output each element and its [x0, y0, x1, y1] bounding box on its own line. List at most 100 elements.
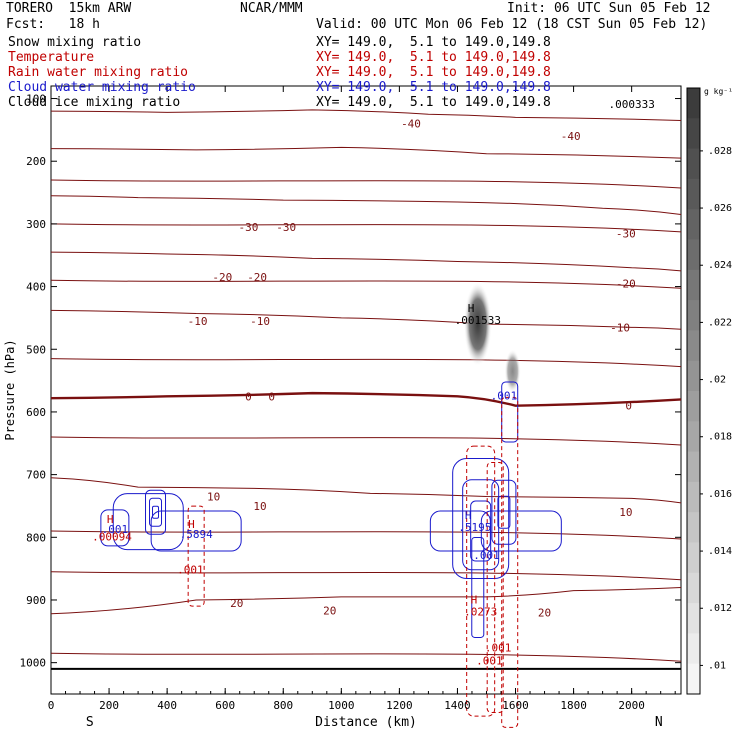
cloud-water-contour [149, 497, 163, 527]
temperature-contour [50, 477, 682, 504]
y-tick-label: 200 [26, 155, 46, 168]
field-label-cloud-water: Cloud water mixing ratio [8, 80, 196, 95]
colorbar-segment [687, 209, 700, 240]
forecast-hour: Fcst: 18 h [6, 17, 100, 32]
colorbar-segment [687, 391, 700, 422]
org-name: NCAR/MMM [240, 1, 303, 16]
maximum-value: .0273 [464, 606, 497, 619]
x-tick-label: 1400 [444, 699, 471, 712]
y-tick-label: 400 [26, 281, 46, 294]
colorbar: .01 .012 .014 .016 .018 .02 .022 .024 .026 .028 g … [686, 87, 733, 695]
colorbar-frame [686, 87, 701, 695]
colorbar-tick-label: .016 [708, 489, 732, 500]
colorbar-tick-label: .012 [708, 603, 732, 614]
contour-label: 10 [253, 500, 266, 513]
cloud-water-contour [100, 509, 130, 547]
contour-label: -30 [616, 227, 636, 240]
colorbar-tick-label: .024 [708, 260, 732, 271]
contour-value-label: .001 [476, 655, 503, 668]
cloud-water-contour [152, 505, 160, 519]
contour-value-label: .5894 [180, 528, 213, 541]
cloud-water-contour [452, 457, 510, 579]
temperature-contour [50, 179, 682, 189]
y-tick-label: 900 [26, 594, 46, 607]
x-end-label-north: N [655, 715, 663, 730]
snow-shading [463, 282, 521, 394]
x-tick-label: 1000 [328, 699, 355, 712]
contour-value-label: .00094 [92, 530, 132, 543]
contour-label: 0 [268, 390, 275, 403]
y-tick-label: 700 [26, 469, 46, 482]
maximum-value: .001533 [455, 314, 501, 327]
init-time: Init: 06 UTC Sun 05 Feb 12 [507, 1, 711, 16]
contour-value-label: .000333 [608, 98, 654, 111]
y-tick-label: 1000 [20, 657, 47, 670]
colorbar-segment [687, 178, 700, 210]
temperature-contour [50, 530, 682, 540]
snow-maximum-shading [463, 282, 492, 367]
contour-label: 20 [538, 607, 551, 620]
temperature-contour [50, 279, 682, 289]
field-label-temperature: Temperature [8, 50, 95, 65]
contour-label: 0 [625, 400, 632, 413]
field-label-snow: Snow mixing ratio [8, 35, 142, 50]
maximum-marker: H [465, 509, 472, 522]
field-label-cloud-ice: Cloud ice mixing ratio [8, 95, 181, 110]
rain-contour [501, 396, 519, 728]
y-axis-label: Pressure (hPa) [3, 339, 17, 440]
x-end-label-south: S [86, 715, 94, 730]
contour-value-label: .001 [485, 641, 512, 654]
cloud-water-contour [429, 510, 491, 552]
cloud-water-contour [150, 510, 242, 552]
y-tick-label: 300 [26, 218, 46, 231]
colorbar-segment [687, 663, 700, 695]
temperature-contour [50, 251, 682, 272]
x-tick-label: 2000 [618, 699, 645, 712]
colorbar-unit: g kg⁻¹ [704, 87, 733, 96]
colorbar-segment [687, 88, 700, 119]
colorbar-segment [687, 451, 700, 483]
maximum-marker: H [468, 302, 475, 315]
colorbar-segment [687, 360, 700, 392]
y-tick-label: 500 [26, 343, 46, 356]
colorbar-segment [687, 148, 700, 180]
colorbar-segment [687, 481, 700, 513]
contour-label: -20 [247, 271, 267, 284]
y-tick-label: 800 [26, 531, 46, 544]
maximum-marker: H [188, 518, 195, 531]
colorbar-tick-label: .022 [708, 317, 732, 328]
temperature-contour [50, 571, 682, 581]
field-xy-cloud-water: XY= 149.0, 5.1 to 149.0,149.8 [316, 80, 551, 95]
temperature-contour [50, 109, 682, 121]
y-tick-label: 100 [26, 93, 46, 106]
contour-label: 10 [207, 491, 220, 504]
contour-label: -20 [616, 277, 636, 290]
colorbar-segment [687, 633, 700, 665]
field-xy-temperature: XY= 149.0, 5.1 to 149.0,149.8 [316, 50, 551, 65]
temperature-contour [50, 391, 682, 407]
contour-label: 0 [245, 390, 252, 403]
x-tick-label: 1200 [386, 699, 413, 712]
plot-frame [50, 85, 682, 695]
contour-value-label: .001 [102, 523, 129, 536]
field-xy-rain: XY= 149.0, 5.1 to 149.0,149.8 [316, 65, 551, 80]
temperature-contour [50, 146, 682, 159]
contour-label: -30 [238, 221, 258, 234]
field-xy-cloud-ice: XY= 149.0, 5.1 to 149.0,149.8 [316, 95, 551, 110]
temperature-contour [50, 195, 682, 215]
rain-contour [187, 505, 205, 607]
cloud-water-contour [480, 510, 562, 552]
y-tick-label: 600 [26, 406, 46, 419]
colorbar-tick-label: .026 [708, 203, 732, 214]
rain-contour [486, 461, 504, 713]
cloud-water-contour [462, 479, 500, 571]
contour-value-label: .001 [473, 549, 500, 562]
temperature-contour [50, 358, 682, 368]
rain-contour [466, 445, 496, 717]
x-tick-label: 400 [157, 699, 177, 712]
valid-time: Valid: 00 UTC Mon 06 Feb 12 (18 CST Sun … [316, 17, 708, 32]
cloud-water-contour [145, 489, 167, 535]
